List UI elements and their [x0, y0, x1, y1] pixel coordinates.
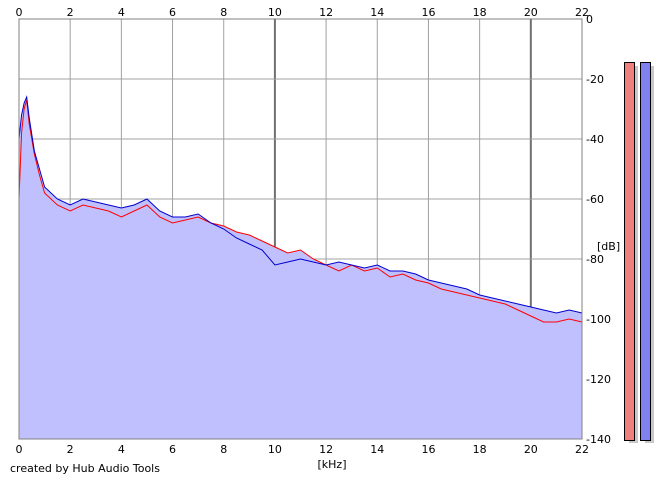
- y-tick-label: -60: [586, 193, 604, 206]
- x-tick-label-top: 0: [16, 6, 23, 19]
- y-tick-label: -140: [586, 433, 611, 446]
- credit-text: created by Hub Audio Tools: [10, 462, 160, 475]
- x-tick-label-bottom: 18: [473, 443, 487, 456]
- x-tick-label-top: 14: [370, 6, 384, 19]
- y-ticks: 0 -20 -40 -60 -80 -100 -120 -140: [586, 13, 611, 446]
- x-tick-label-top: 18: [473, 6, 487, 19]
- x-tick-label-bottom: 16: [421, 443, 435, 456]
- x-tick-label-bottom: 10: [268, 443, 282, 456]
- y-tick-label: -80: [586, 253, 604, 266]
- x-tick-label-bottom: 8: [220, 443, 227, 456]
- spectrum-area-fill: [19, 97, 582, 439]
- x-tick-label-bottom: 6: [169, 443, 176, 456]
- x-ticks-bottom: 0 2 4 6 8 10 12 14 16 18 20 22: [16, 443, 590, 456]
- y-axis-label: [dB]: [597, 240, 620, 253]
- x-tick-label-top: 2: [67, 6, 74, 19]
- x-tick-label-top: 20: [524, 6, 538, 19]
- x-tick-label-top: 22: [575, 6, 589, 19]
- x-tick-label-bottom: 22: [575, 443, 589, 456]
- x-tick-label-top: 4: [118, 6, 125, 19]
- blue-channel-line: [18, 95, 583, 314]
- red-channel-line: [18, 99, 583, 323]
- spectrum-lines: [18, 95, 583, 323]
- y-tick-label: -20: [586, 73, 604, 86]
- x-ticks-top: 0 2 4 6 8 10 12 14 16 18 20 22: [16, 6, 590, 19]
- x-tick-label-top: 16: [421, 6, 435, 19]
- right-channel-meter: [640, 62, 651, 441]
- y-tick-label: -120: [586, 373, 611, 386]
- x-tick-label-top: 10: [268, 6, 282, 19]
- left-channel-meter: [624, 62, 635, 441]
- x-tick-label-top: 8: [220, 6, 227, 19]
- x-tick-label-bottom: 20: [524, 443, 538, 456]
- plot-border: [18, 18, 583, 440]
- x-tick-label-top: 6: [169, 6, 176, 19]
- y-tick-label: 0: [586, 13, 593, 26]
- x-tick-label-bottom: 4: [118, 443, 125, 456]
- x-tick-label-top: 12: [319, 6, 333, 19]
- y-tick-label: -40: [586, 133, 604, 146]
- x-axis-label: [kHz]: [318, 458, 347, 471]
- x-tick-label-bottom: 2: [67, 443, 74, 456]
- x-tick-label-bottom: 12: [319, 443, 333, 456]
- x-tick-label-bottom: 0: [16, 443, 23, 456]
- x-tick-label-bottom: 14: [370, 443, 384, 456]
- y-tick-label: -100: [586, 313, 611, 326]
